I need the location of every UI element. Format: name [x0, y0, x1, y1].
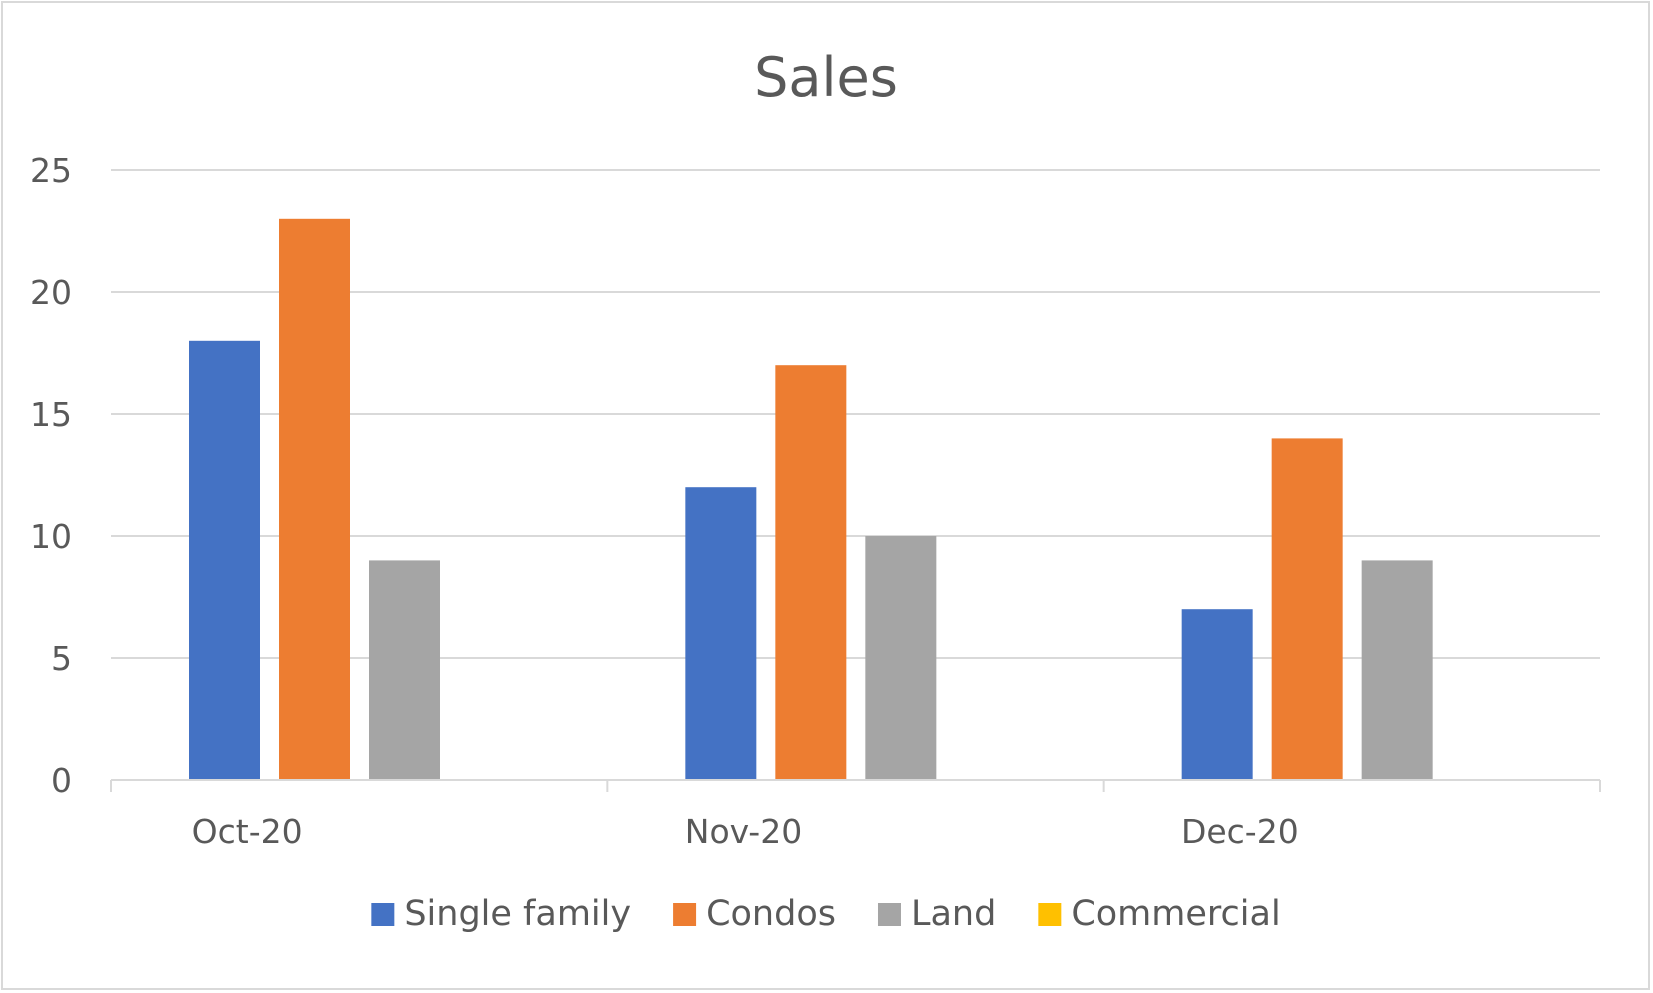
- y-tick-label: 20: [30, 273, 72, 312]
- x-tick-label: Oct-20: [192, 812, 303, 851]
- axes: 0 5 10 15 20 25 Oct-20 Nov-20 Dec-20: [30, 151, 1601, 851]
- bar: [369, 560, 440, 780]
- bar: [1181, 609, 1253, 780]
- bar: [189, 340, 260, 780]
- bar: [1361, 560, 1433, 780]
- legend-swatch: [1038, 903, 1062, 926]
- legend-label: Land: [911, 894, 996, 934]
- y-tick-label: 10: [30, 517, 72, 556]
- gridlines: [111, 169, 1600, 659]
- x-tick-label: Nov-20: [685, 812, 802, 851]
- bars: [189, 218, 1433, 781]
- legend-label: Commercial: [1071, 894, 1280, 934]
- legend-swatch: [673, 903, 697, 926]
- legend-swatch: [371, 903, 395, 926]
- legend-label: Single family: [404, 894, 631, 934]
- bar: [775, 365, 847, 780]
- y-tick-label: 5: [51, 639, 72, 678]
- bar: [1271, 438, 1343, 780]
- legend-label: Condos: [706, 894, 836, 934]
- y-tick-label: 0: [51, 761, 72, 800]
- bar: [279, 218, 350, 781]
- bar: [865, 536, 937, 780]
- legend: Single family Condos Land Commercial: [371, 894, 1281, 934]
- y-tick-label: 25: [30, 151, 72, 190]
- x-tick-label: Dec-20: [1181, 812, 1299, 851]
- bar: [685, 487, 757, 780]
- chart-title: Sales: [754, 46, 898, 109]
- legend-swatch: [877, 903, 901, 926]
- y-tick-label: 15: [30, 395, 72, 434]
